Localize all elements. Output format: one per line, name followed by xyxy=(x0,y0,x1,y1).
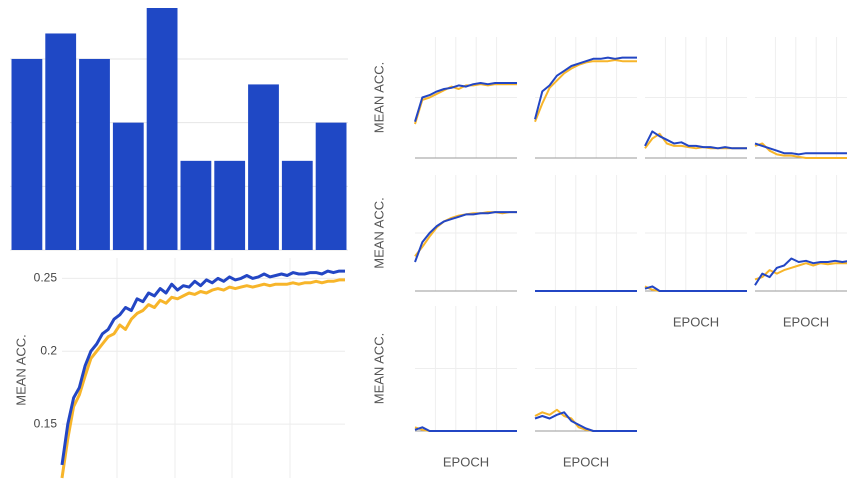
bar xyxy=(315,122,347,250)
panel-line xyxy=(754,142,847,159)
panel-line xyxy=(754,142,847,156)
panel-line xyxy=(534,411,637,432)
panel-line xyxy=(414,82,517,122)
panel-x-title: EPOCH xyxy=(563,454,609,469)
panel-y-title: MEAN ACC. xyxy=(371,197,386,269)
panel-line xyxy=(644,130,747,150)
panel-x-title: EPOCH xyxy=(673,314,719,329)
bar xyxy=(146,8,178,250)
bar xyxy=(79,58,110,250)
panel-line xyxy=(414,83,517,125)
panel-line xyxy=(414,211,517,263)
y-tick-label: 0.25 xyxy=(34,271,58,285)
bar xyxy=(45,33,77,251)
panel-line xyxy=(534,59,637,123)
line-series xyxy=(60,278,345,479)
bar xyxy=(11,58,43,250)
bar xyxy=(180,160,212,250)
panel-line xyxy=(534,56,637,120)
panel-line xyxy=(414,426,517,432)
bar xyxy=(281,160,313,250)
panel-x-title: EPOCH xyxy=(783,314,829,329)
bar xyxy=(214,160,246,250)
bar xyxy=(112,122,144,250)
panel-line xyxy=(754,262,847,281)
panel-line xyxy=(754,257,847,286)
line-series xyxy=(60,269,345,466)
y-axis-title: MEAN ACC. xyxy=(13,334,28,406)
y-tick-label: 0.2 xyxy=(40,343,57,357)
panel-x-title: EPOCH xyxy=(443,454,489,469)
panel-line xyxy=(644,285,747,292)
panel-y-title: MEAN ACC. xyxy=(371,333,386,405)
panel-y-title: MEAN ACC. xyxy=(371,62,386,134)
panel-line xyxy=(414,211,517,257)
y-tick-label: 0.15 xyxy=(34,416,58,430)
bar xyxy=(248,84,279,250)
